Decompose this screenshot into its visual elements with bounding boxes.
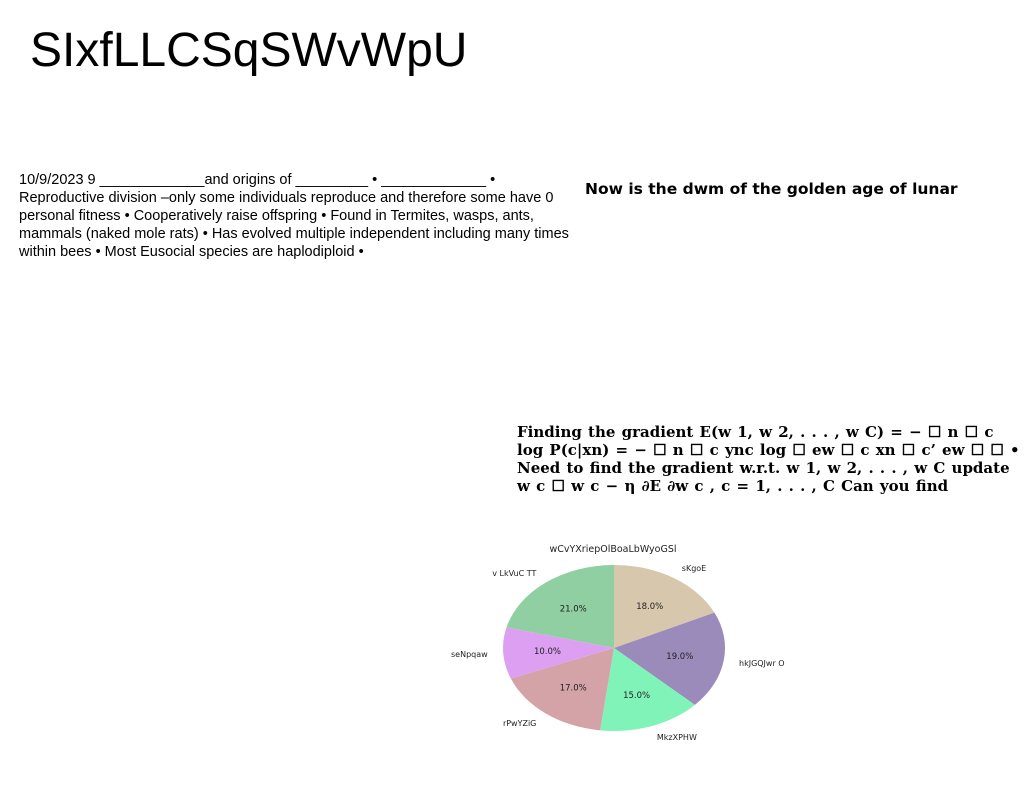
pie-slice-5 <box>503 627 614 679</box>
pie-value-label-6: 21.0% <box>560 605 587 615</box>
pie-chart-svg: wCvYXriepOlBoaLbWyoGSl 18.0% sKgoE 19.0% hk… <box>451 544 785 742</box>
pie-value-label-2: 19.0% <box>666 652 693 662</box>
chart-title: wCvYXriepOlBoaLbWyoGSl <box>549 544 676 555</box>
pie-slice-3 <box>600 648 695 732</box>
pie-labels: 18.0% sKgoE 19.0% hkJGQJwr O 15.0% MkzXPHW 17.… <box>451 564 785 742</box>
pie-slice-4 <box>510 648 614 731</box>
pie-category-label-2: hkJGQJwr O <box>739 659 785 668</box>
pie-value-label-3: 15.0% <box>623 691 650 701</box>
pie-category-label-3: MkzXPHW <box>657 733 697 740</box>
page-title: SIxfLLCSqSWvWpU <box>30 24 468 77</box>
pie-value-label-5: 10.0% <box>534 647 561 657</box>
pie-slice-2 <box>614 612 726 705</box>
pie-slice-6 <box>506 565 614 648</box>
gradient-text-block: Finding the gradient E(w 1, w 2, . . . ,… <box>517 423 1020 495</box>
pie-value-label-4: 17.0% <box>560 683 587 693</box>
pie-chart: wCvYXriepOlBoaLbWyoGSl 18.0% sKgoE 19.0% hk… <box>440 535 800 742</box>
pie-slices <box>503 565 726 732</box>
pie-category-label-5: seNpqaw <box>451 650 488 659</box>
pie-category-label-6: v LkVuC TT <box>492 569 536 578</box>
lunar-text-block: Now is the dwm of the golden age of luna… <box>585 180 958 198</box>
pie-category-label-4: rPwYZiG <box>503 719 536 728</box>
eusociality-text-block: 10/9/2023 9 _____________and origins of … <box>19 172 569 260</box>
pie-slice-1 <box>614 565 715 648</box>
pie-category-label-1: sKgoE <box>682 564 706 573</box>
pie-value-label-1: 18.0% <box>636 602 663 612</box>
